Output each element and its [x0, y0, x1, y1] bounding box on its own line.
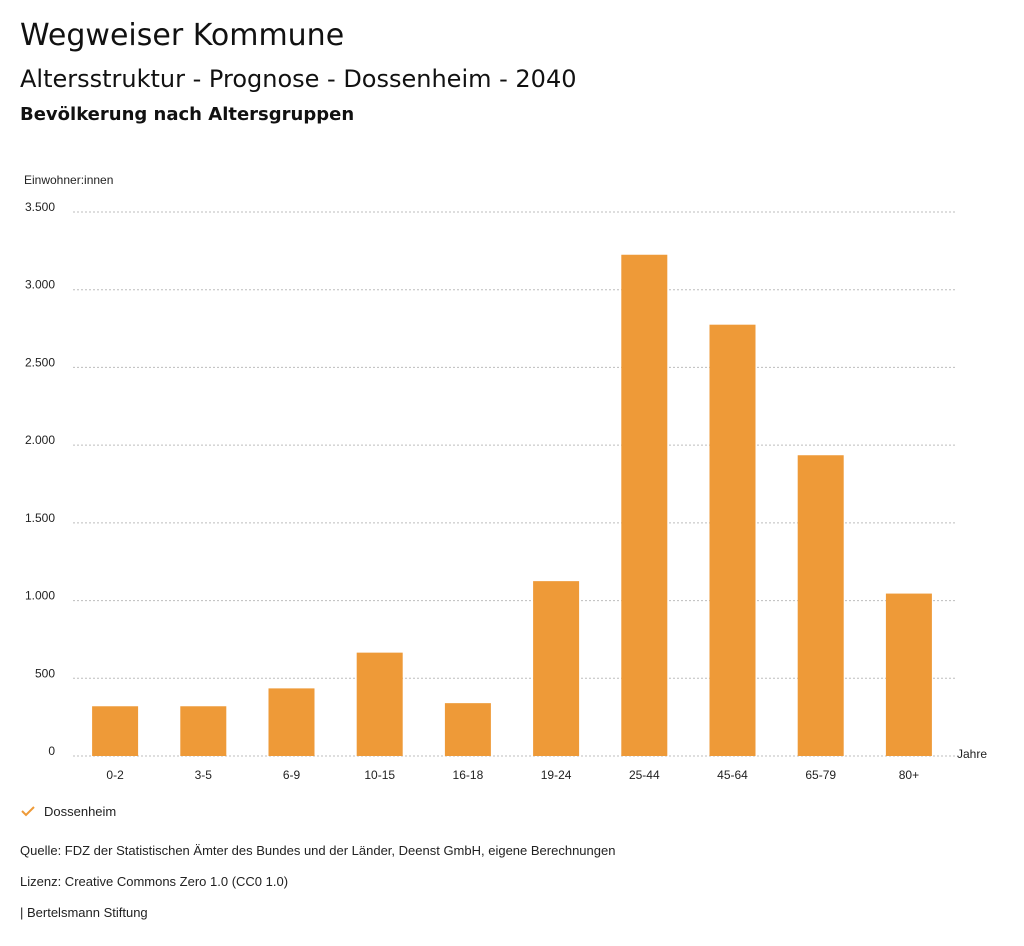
x-tick-label: 10-15 [364, 768, 395, 782]
bars [92, 254, 932, 756]
check-icon [21, 806, 35, 817]
x-tick-label: 45-64 [717, 768, 748, 782]
license-text: Lizenz: Creative Commons Zero 1.0 (CC0 1… [20, 874, 289, 889]
x-tick-label: 6-9 [283, 768, 301, 782]
y-tick-label: 3.500 [25, 200, 55, 214]
x-axis-label: Jahre [957, 747, 987, 761]
source-text: Quelle: FDZ der Statistischen Ämter des … [20, 843, 616, 858]
chart-subtitle: Bevölkerung nach Altersgruppen [20, 104, 355, 125]
y-tick-label: 2.000 [25, 433, 55, 447]
x-tick-label: 19-24 [541, 768, 572, 782]
bar-80+[interactable] [885, 593, 932, 756]
bar-25-44[interactable] [621, 254, 668, 756]
legend-item-dossenheim[interactable]: Dossenheim [20, 803, 116, 819]
bar-16-18[interactable] [444, 703, 491, 756]
y-tick-label: 500 [35, 666, 55, 680]
organization-text: | Bertelsmann Stiftung [20, 905, 148, 920]
grid-lines [73, 211, 955, 757]
x-tick-label: 0-2 [106, 768, 124, 782]
bar-45-64[interactable] [709, 324, 756, 756]
bar-chart: Einwohner:innen 0 500 1.000 1.500 2.000 2.500… [24, 173, 987, 782]
y-tick-label: 1.500 [25, 511, 55, 525]
chart-title: Altersstruktur - Prognose - Dossenheim -… [20, 65, 577, 93]
x-tick-labels: 0-2 3-5 6-9 10-15 16-18 19-24 25-44 45-64 65-79 8… [106, 768, 919, 782]
bar-65-79[interactable] [797, 455, 844, 756]
bar-0-2[interactable] [92, 706, 139, 756]
bar-19-24[interactable] [533, 581, 580, 756]
legend-label: Dossenheim [44, 803, 117, 819]
bar-3-5[interactable] [180, 706, 227, 756]
x-tick-label: 3-5 [195, 768, 213, 782]
x-tick-label: 65-79 [805, 768, 836, 782]
x-tick-label: 25-44 [629, 768, 660, 782]
page-title: Wegweiser Kommune [20, 18, 345, 53]
y-tick-label: 0 [48, 744, 55, 758]
bar-10-15[interactable] [356, 652, 403, 756]
bar-6-9[interactable] [268, 688, 315, 756]
y-tick-label: 3.000 [25, 278, 55, 292]
x-tick-label: 80+ [899, 768, 919, 782]
y-tick-label: 1.000 [25, 589, 55, 603]
y-axis-label: Einwohner:innen [24, 173, 113, 187]
y-tick-labels: 0 500 1.000 1.500 2.000 2.500 3.000 3.500 [25, 200, 55, 758]
y-tick-label: 2.500 [25, 355, 55, 369]
x-tick-label: 16-18 [453, 768, 484, 782]
